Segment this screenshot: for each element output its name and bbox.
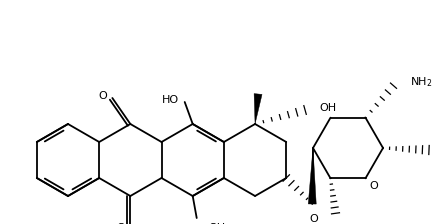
Text: O: O (98, 91, 107, 101)
Text: HO: HO (162, 95, 179, 105)
Text: OH: OH (319, 103, 336, 113)
Text: O: O (116, 223, 125, 224)
Polygon shape (308, 148, 316, 204)
Text: NH$_2$: NH$_2$ (410, 75, 432, 88)
Text: OH: OH (209, 223, 226, 224)
Text: O: O (370, 181, 378, 191)
Text: O: O (310, 214, 318, 224)
Polygon shape (254, 94, 262, 124)
